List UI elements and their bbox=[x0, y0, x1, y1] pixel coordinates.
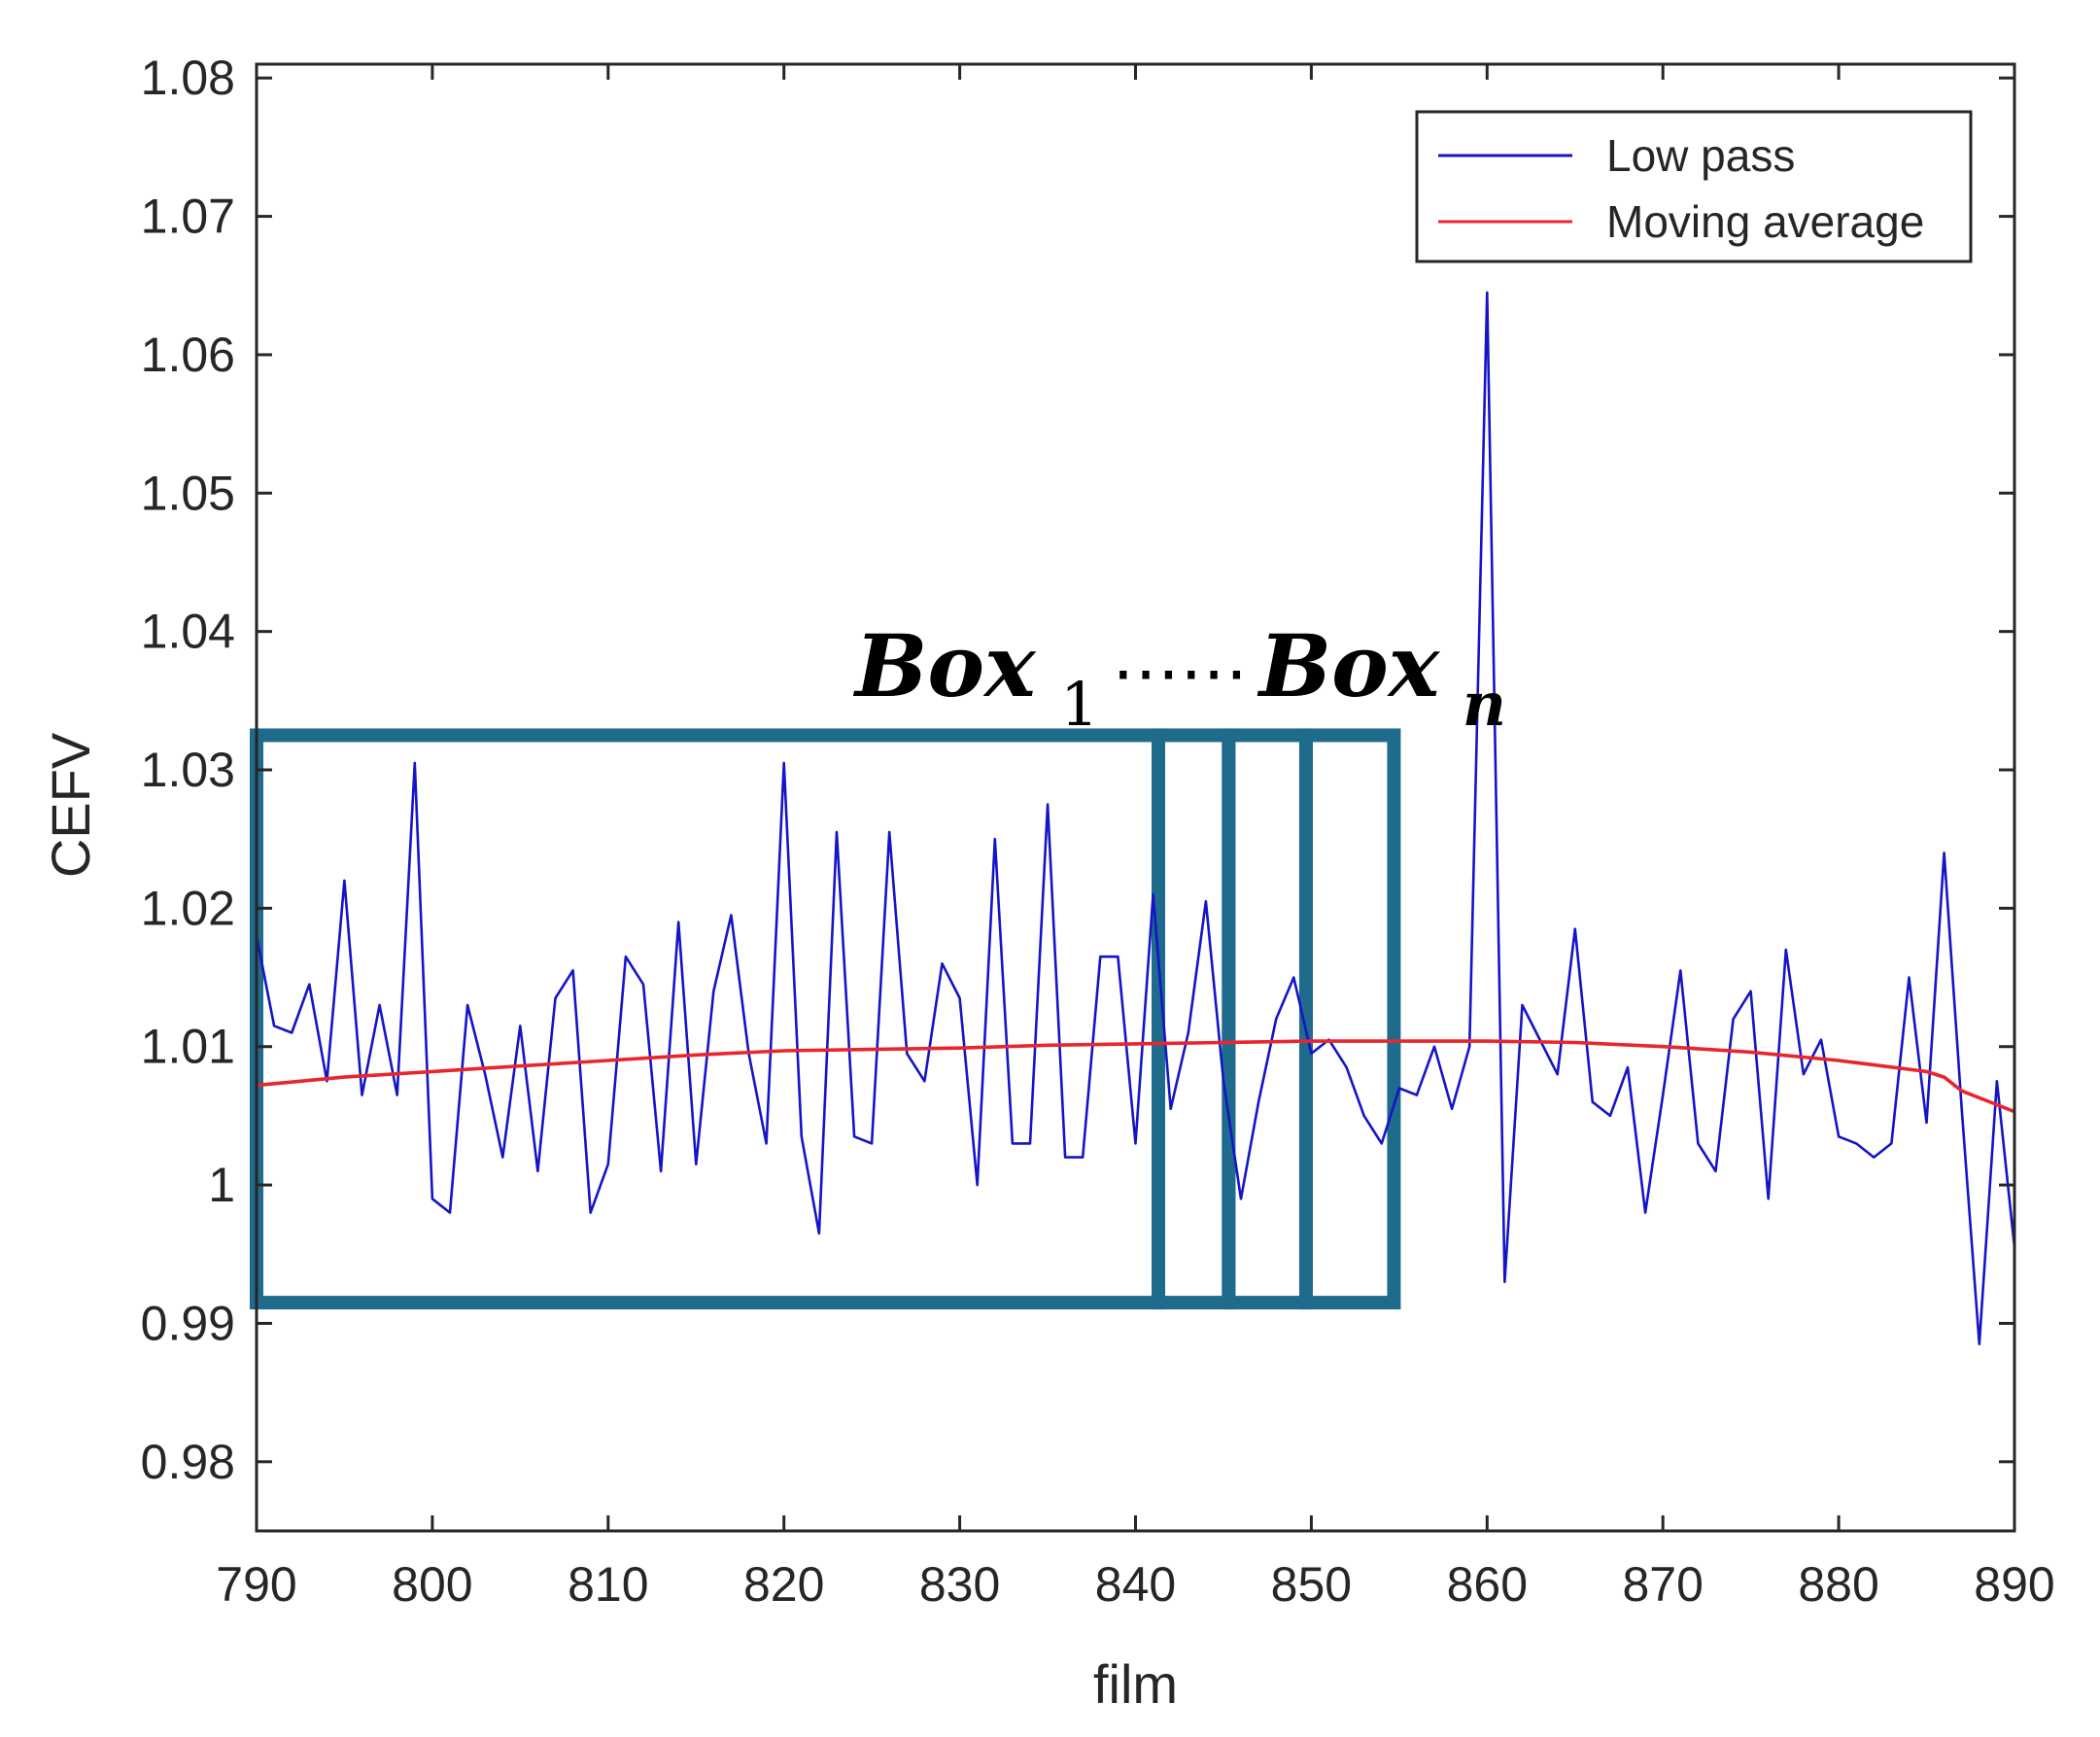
series-line-moving-average bbox=[256, 1039, 2015, 1114]
axis-ticks: 790 800 810 820 830 840 850 860 870 880 890 0.98 0.9… bbox=[141, 51, 2055, 1612]
y-tick-label: 0.98 bbox=[141, 1435, 235, 1489]
y-tick-label: 1.03 bbox=[141, 743, 235, 797]
legend-label-moving-average: Moving average bbox=[1606, 196, 1924, 247]
x-tick-label: 790 bbox=[216, 1557, 296, 1612]
x-tick-label: 890 bbox=[1974, 1557, 2054, 1612]
legend-box bbox=[1415, 110, 1973, 263]
y-tick-label: 1 bbox=[208, 1158, 235, 1212]
x-tick-label: 840 bbox=[1095, 1557, 1176, 1612]
x-tick-label: 830 bbox=[919, 1557, 1000, 1612]
box-subscript-first: 1 bbox=[1060, 669, 1098, 740]
y-tick-label: 1.01 bbox=[141, 1020, 235, 1074]
box-label-last: Box bbox=[1257, 615, 1441, 716]
series-layer bbox=[255, 291, 2016, 1346]
annotation-box bbox=[1298, 728, 1401, 1310]
x-tick-label: 860 bbox=[1447, 1557, 1528, 1612]
y-tick-label: 1.04 bbox=[141, 605, 235, 659]
box-ellipsis: ⋯⋯ bbox=[1112, 633, 1248, 712]
box-subscript-last: n bbox=[1463, 669, 1506, 740]
y-tick-label: 0.99 bbox=[141, 1296, 235, 1350]
legend-label-low-pass: Low pass bbox=[1606, 130, 1795, 181]
legend: Low pass Moving average bbox=[1415, 110, 1973, 263]
x-tick-label: 800 bbox=[392, 1557, 472, 1612]
x-tick-label: 870 bbox=[1622, 1557, 1703, 1612]
x-tick-label: 810 bbox=[568, 1557, 648, 1612]
x-axis-label: film bbox=[1093, 1653, 1178, 1715]
y-tick-label: 1.05 bbox=[141, 466, 235, 520]
x-tick-label: 820 bbox=[743, 1557, 824, 1612]
box-label-first: Box bbox=[852, 615, 1037, 716]
y-tick-label: 1.08 bbox=[141, 51, 235, 105]
x-tick-label: 850 bbox=[1271, 1557, 1352, 1612]
y-tick-label: 1.02 bbox=[141, 881, 235, 935]
y-tick-label: 1.06 bbox=[141, 328, 235, 382]
y-axis-label: CEFV bbox=[40, 732, 101, 878]
plot-area bbox=[257, 64, 2014, 1531]
series-line-low-pass bbox=[255, 291, 2016, 1346]
box-annotation-label: Box 1 ⋯⋯ Box n bbox=[852, 615, 1506, 740]
x-tick-label: 880 bbox=[1798, 1557, 1878, 1612]
y-tick-label: 1.07 bbox=[141, 190, 235, 244]
